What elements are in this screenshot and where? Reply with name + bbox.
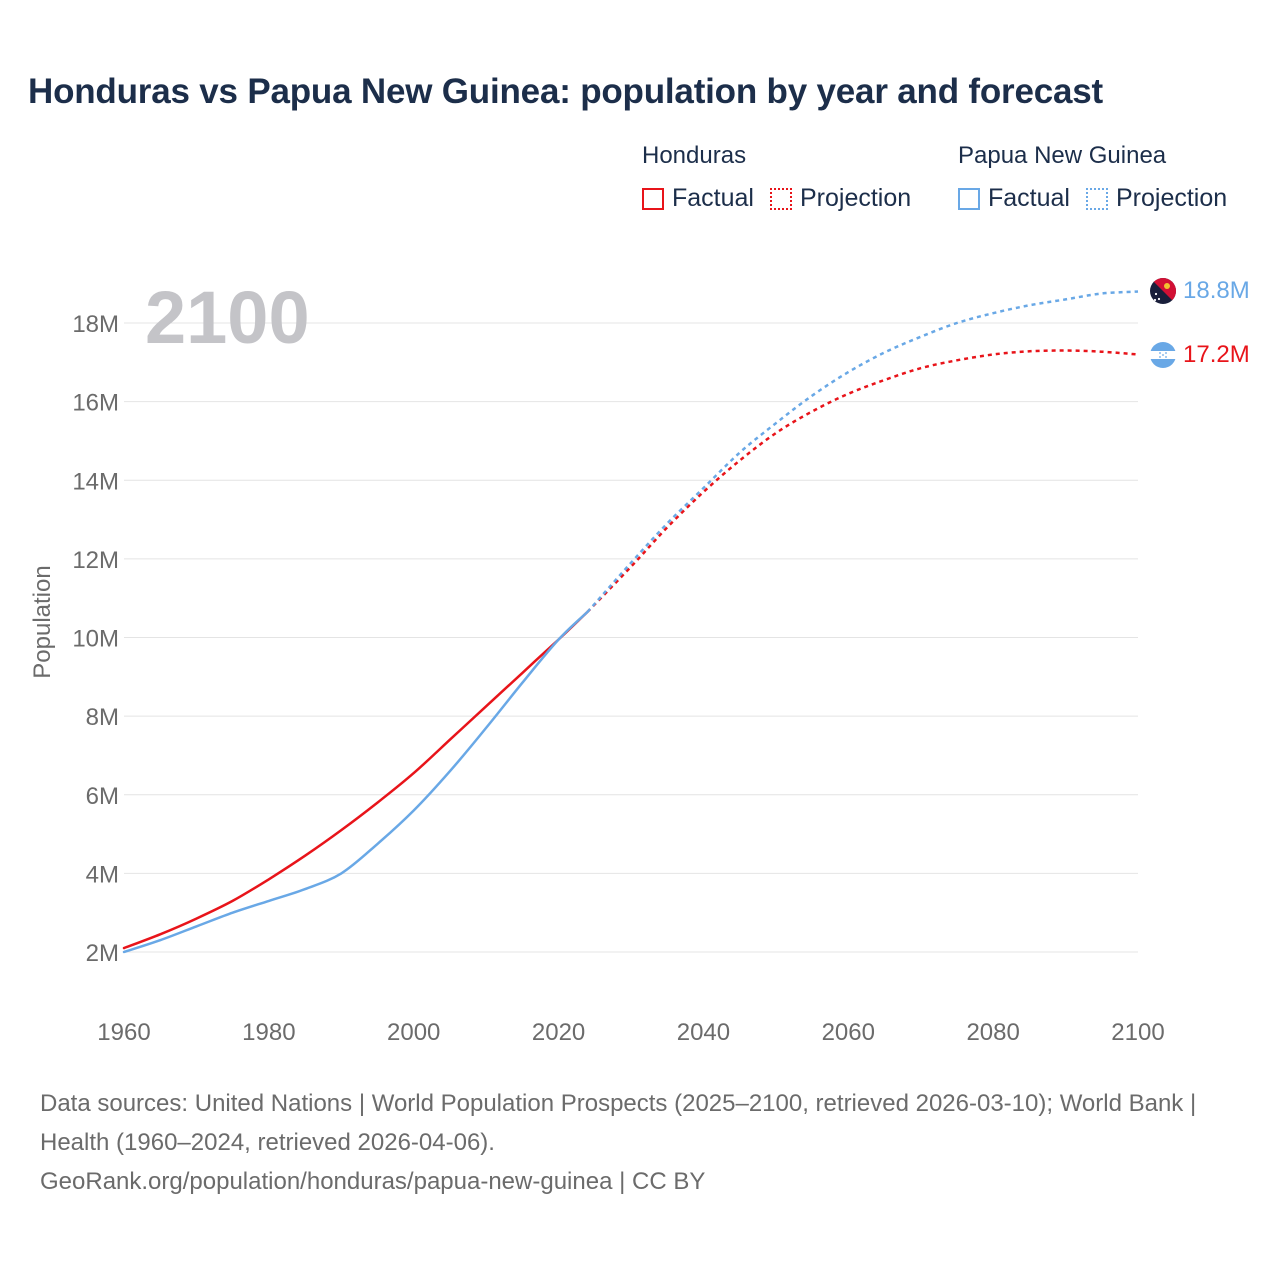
legend-item-honduras-projection[interactable]: Projection bbox=[769, 184, 912, 213]
legend-label: Projection bbox=[799, 184, 912, 212]
legend-group-honduras: Honduras Factual Projection bbox=[642, 142, 911, 213]
legend-label: Factual bbox=[988, 184, 1070, 212]
data-sources-text: Data sources: United Nations | World Pop… bbox=[40, 1090, 1197, 1156]
line-honduras-factual[interactable] bbox=[122, 610, 589, 950]
legend-item-png-projection[interactable]: Projection bbox=[1085, 184, 1228, 213]
legend-swatch-png-projection bbox=[1085, 187, 1108, 210]
papua-new-guinea-flag-icon bbox=[1150, 278, 1176, 304]
x-tick-label: 2060 bbox=[822, 1019, 875, 1046]
x-tick-label: 2080 bbox=[966, 1019, 1019, 1046]
legend-group-name: Honduras bbox=[642, 142, 747, 169]
end-label-honduras: 17.2M bbox=[1183, 341, 1250, 368]
legend-swatch-honduras-projection bbox=[769, 187, 792, 210]
legend-group-papua-new-guinea: Papua New Guinea Factual Projection bbox=[958, 142, 1227, 213]
legend-item-png-factual[interactable]: Factual bbox=[958, 184, 1070, 213]
chart-title: Honduras vs Papua New Guinea: population… bbox=[28, 72, 1103, 111]
population-line-chart: 2100 2M 4M 6M 8M 10M 12M 14M 16M 18M 1960 1980 2000… bbox=[29, 276, 1250, 1046]
x-tick-label: 1980 bbox=[242, 1019, 295, 1046]
x-tick-label: 2020 bbox=[532, 1019, 585, 1046]
y-tick-label: 6M bbox=[86, 783, 119, 810]
footer: Data sources: United Nations | World Pop… bbox=[40, 1084, 1240, 1201]
y-tick-label: 10M bbox=[72, 626, 119, 653]
source-url-text: GeoRank.org/population/honduras/papua-ne… bbox=[40, 1168, 706, 1195]
year-watermark: 2100 bbox=[145, 276, 310, 359]
legend-group-name: Papua New Guinea bbox=[958, 142, 1167, 169]
y-tick-label: 18M bbox=[72, 311, 119, 338]
x-tick-label: 2100 bbox=[1111, 1019, 1164, 1046]
y-axis-label: Population bbox=[29, 565, 56, 678]
y-tick-label: 14M bbox=[72, 468, 119, 495]
honduras-flag-icon bbox=[1150, 342, 1176, 368]
legend-label: Projection bbox=[1115, 184, 1228, 212]
legend-item-honduras-factual[interactable]: Factual bbox=[642, 184, 754, 213]
x-tick-label: 2040 bbox=[677, 1019, 730, 1046]
x-tick-label: 1960 bbox=[97, 1019, 150, 1046]
legend-label: Factual bbox=[672, 184, 754, 212]
x-tick-label: 2000 bbox=[387, 1019, 440, 1046]
end-label-papua-new-guinea: 18.8M bbox=[1183, 277, 1250, 304]
legend-swatch-png-factual bbox=[958, 187, 980, 210]
y-tick-label: 12M bbox=[72, 547, 119, 574]
line-honduras-projection[interactable] bbox=[586, 349, 1139, 613]
legend-swatch-honduras-factual bbox=[642, 187, 664, 210]
line-papua-new-guinea-projection[interactable] bbox=[586, 290, 1139, 613]
y-tick-label: 8M bbox=[86, 704, 119, 731]
y-tick-label: 4M bbox=[86, 861, 119, 888]
y-tick-label: 2M bbox=[86, 940, 119, 967]
line-papua-new-guinea-factual[interactable] bbox=[122, 610, 589, 954]
y-tick-label: 16M bbox=[72, 390, 119, 417]
